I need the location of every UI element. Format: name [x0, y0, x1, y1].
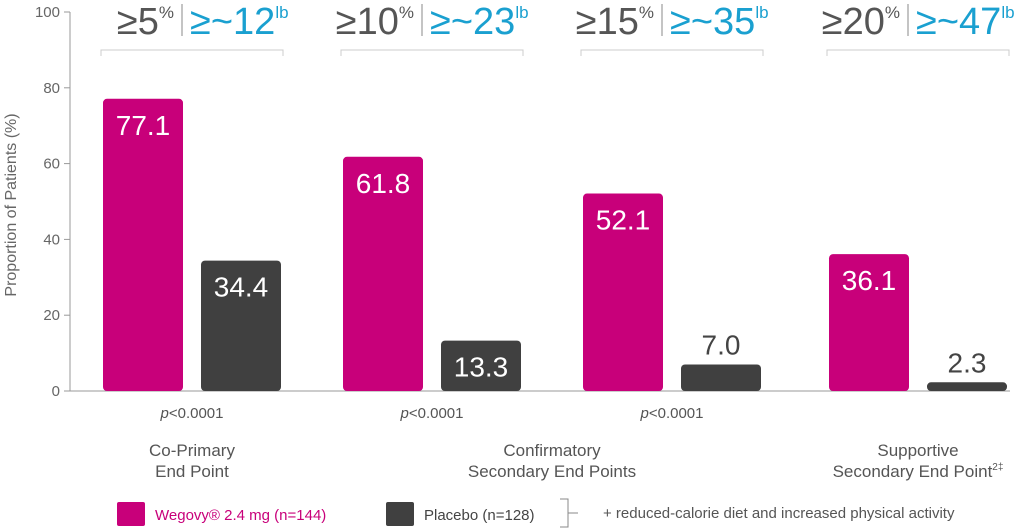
- y-tick-label: 60: [43, 156, 60, 173]
- bar-value-label: 13.3: [454, 352, 509, 383]
- p-value: p<0.0001: [640, 405, 704, 422]
- header-pounds: ≥~47lb: [916, 1, 1015, 43]
- y-tick-label: 100: [35, 4, 60, 21]
- y-tick-label: 0: [52, 383, 60, 400]
- header-percent: ≥5%: [117, 1, 174, 43]
- bar-value-label: 36.1: [842, 265, 897, 296]
- p-value: p<0.0001: [400, 405, 464, 422]
- y-tick-label: 20: [43, 307, 60, 324]
- header-bracket: [340, 49, 524, 56]
- range-header: ≥10% ≥~23lb: [336, 1, 529, 56]
- bar-wegovy: [829, 254, 909, 391]
- bar-wegovy: [583, 193, 663, 391]
- bar-value-label: 52.1: [596, 205, 651, 236]
- bars: 77.1 61.8 52.1 36.1 34.4 13.3 7.0 2.3: [103, 98, 1007, 391]
- group-label: Co-Primary End Point: [149, 441, 235, 481]
- legend-label-wegovy: Wegovy® 2.4 mg (n=144): [155, 507, 326, 524]
- header-pounds: ≥~12lb: [190, 1, 289, 43]
- bar-placebo: [201, 260, 281, 391]
- header-percent: ≥20%: [822, 1, 900, 43]
- range-header: ≥20% ≥~47lb: [822, 1, 1015, 56]
- bar-value-label: 7.0: [702, 329, 741, 360]
- y-tick-label: 80: [43, 80, 60, 97]
- bar-placebo: [927, 382, 1007, 391]
- group-labels: Co-Primary End Point Confirmatory Secondary…: [149, 441, 1003, 481]
- bar-wegovy: [103, 98, 183, 391]
- p-values: p<0.0001 p<0.0001 p<0.0001: [160, 405, 704, 422]
- bar-placebo: [441, 340, 521, 391]
- header-bracket: [826, 49, 1010, 56]
- p-value: p<0.0001: [160, 405, 224, 422]
- legend-swatch-wegovy: [117, 502, 145, 526]
- y-tick-label: 40: [43, 231, 60, 248]
- header-pounds: ≥~23lb: [430, 1, 529, 43]
- legend-note: + reduced-calorie diet and increased phy…: [603, 505, 955, 522]
- bar-value-label: 77.1: [116, 110, 171, 141]
- bar-placebo: [681, 364, 761, 391]
- range-header: ≥5% ≥~12lb: [100, 1, 289, 56]
- legend-bracket: [560, 498, 578, 528]
- header-bracket: [100, 49, 284, 56]
- legend-label-placebo: Placebo (n=128): [424, 507, 535, 524]
- group-label: Confirmatory Secondary End Points: [468, 441, 636, 481]
- range-header: ≥15% ≥~35lb: [576, 1, 769, 56]
- header-bracket: [580, 49, 764, 56]
- legend: Wegovy® 2.4 mg (n=144) Placebo (n=128) + r…: [117, 498, 955, 528]
- y-axis-label: Proportion of Patients (%): [3, 113, 20, 296]
- header-percent: ≥10%: [336, 1, 414, 43]
- header-percent: ≥15%: [576, 1, 654, 43]
- header-pounds: ≥~35lb: [670, 1, 769, 43]
- legend-swatch-placebo: [386, 502, 414, 526]
- bar-wegovy: [343, 156, 423, 391]
- bar-value-label: 61.8: [356, 168, 411, 199]
- group-label: Supportive Secondary End Point2‡: [833, 441, 1004, 481]
- bar-value-label: 2.3: [948, 347, 987, 378]
- range-headers: ≥5% ≥~12lb ≥10% ≥~23lb ≥15% ≥~35lb ≥20% ≥~47lb: [100, 1, 1015, 56]
- bar-value-label: 34.4: [214, 272, 269, 303]
